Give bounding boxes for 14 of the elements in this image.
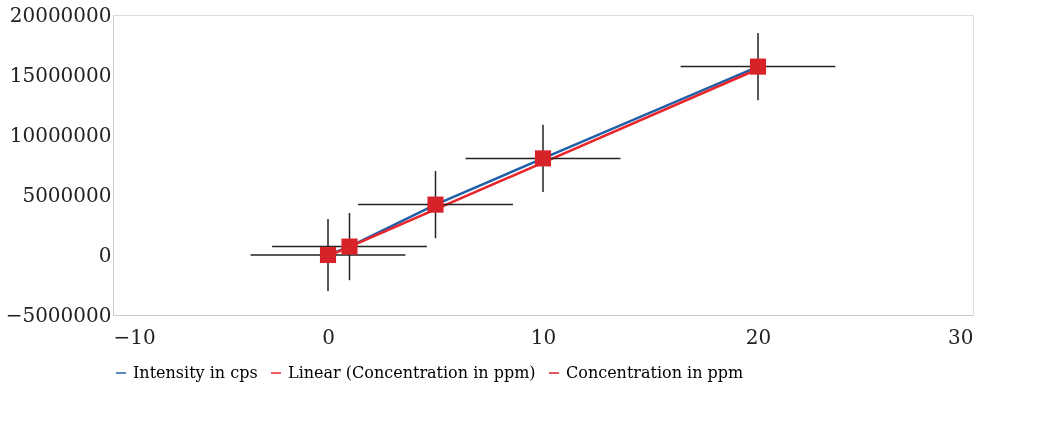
legend-label: Intensity in cps: [133, 363, 258, 382]
y-tick-label: 10000000: [9, 122, 112, 147]
y-tick-label: 15000000: [9, 62, 112, 87]
x-tick-label: 20: [745, 324, 772, 349]
legend-label: Concentration in ppm: [566, 363, 744, 382]
y-tick-label: 5000000: [22, 182, 112, 207]
y-tick-label: 20000000: [9, 2, 112, 27]
x-tick-label: −10: [113, 324, 156, 349]
legend-label: Linear (Concentration in ppm): [288, 363, 536, 382]
x-tick-label: 0: [322, 324, 335, 349]
y-tick-label: 0: [98, 242, 112, 267]
x-tick-label: 30: [948, 324, 974, 349]
y-tick-label: −5000000: [5, 302, 112, 327]
x-tick-label: 10: [530, 324, 557, 349]
